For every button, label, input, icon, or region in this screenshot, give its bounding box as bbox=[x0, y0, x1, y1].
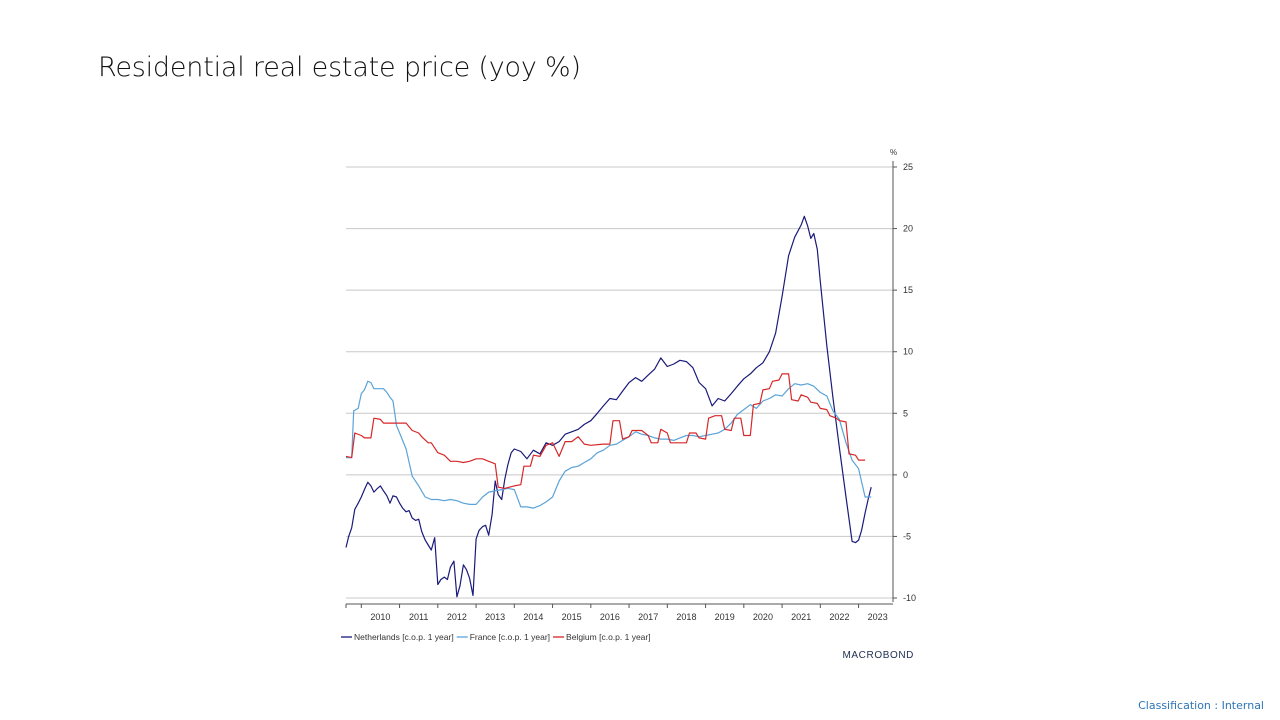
legend-label: Belgium [c.o.p. 1 year] bbox=[566, 632, 651, 642]
y-tick-label: 10 bbox=[903, 347, 913, 357]
y-tick-label: 25 bbox=[903, 162, 913, 172]
x-tick-label: 2010 bbox=[370, 612, 390, 622]
classification-label: Classification : Internal bbox=[1138, 699, 1264, 712]
y-tick-label: 15 bbox=[903, 285, 913, 295]
y-tick-label: 5 bbox=[903, 408, 908, 418]
x-tick-label: 2020 bbox=[753, 612, 773, 622]
x-tick-label: 2012 bbox=[447, 612, 467, 622]
x-tick-label: 2017 bbox=[638, 612, 658, 622]
x-tick-label: 2016 bbox=[600, 612, 620, 622]
series-line-france bbox=[346, 380, 872, 509]
macrobond-logo: MACROBOND bbox=[842, 650, 914, 661]
x-tick-label: 2014 bbox=[523, 612, 543, 622]
x-tick-label: 2022 bbox=[829, 612, 849, 622]
y-tick-label: 0 bbox=[903, 470, 908, 480]
y-tick-label: -10 bbox=[903, 593, 916, 603]
y-tick-label: -5 bbox=[903, 531, 911, 541]
y-tick-label: 20 bbox=[903, 224, 913, 234]
x-tick-label: 2011 bbox=[409, 612, 428, 622]
x-tick-label: 2018 bbox=[676, 612, 696, 622]
x-tick-label: 2021 bbox=[791, 612, 811, 622]
legend-label: France [c.o.p. 1 year] bbox=[470, 632, 550, 642]
series-line-netherlands bbox=[345, 215, 872, 598]
series-line-belgium bbox=[345, 373, 866, 489]
x-tick-label: 2019 bbox=[715, 612, 735, 622]
y-unit-label: % bbox=[890, 148, 897, 157]
slide-title: Residential real estate price (yoy %) bbox=[98, 52, 581, 83]
x-tick-label: 2023 bbox=[868, 612, 888, 622]
x-tick-label: 2013 bbox=[485, 612, 505, 622]
x-tick-label: 2015 bbox=[562, 612, 582, 622]
legend-label: Netherlands [c.o.p. 1 year] bbox=[354, 632, 454, 642]
